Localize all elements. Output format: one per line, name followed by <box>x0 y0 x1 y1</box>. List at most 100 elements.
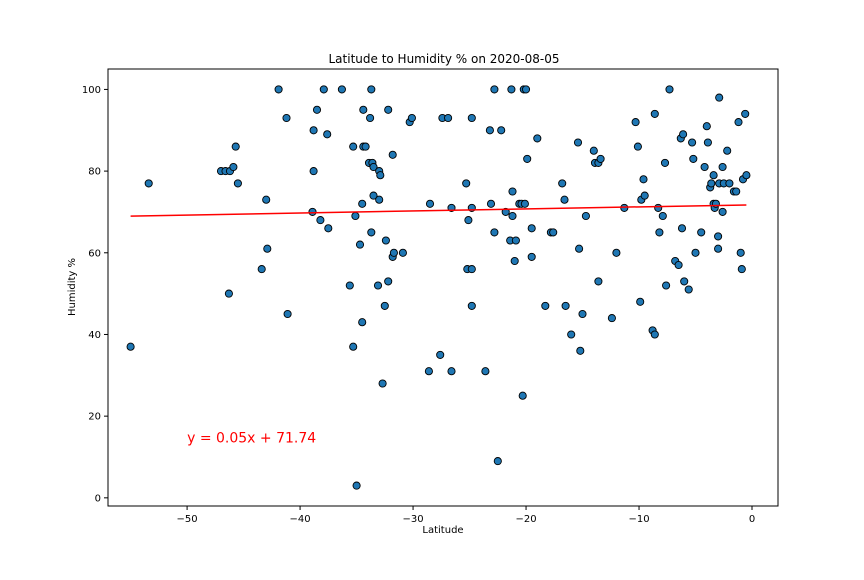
data-point <box>324 224 333 233</box>
data-point <box>631 118 640 127</box>
x-tick-label: −20 <box>515 514 536 525</box>
data-point <box>596 154 605 163</box>
data-point <box>533 134 542 143</box>
data-point <box>233 179 242 188</box>
data-point <box>358 199 367 208</box>
data-point <box>323 130 332 139</box>
data-point <box>511 236 520 245</box>
data-point <box>369 162 378 172</box>
data-point <box>689 154 698 163</box>
data-point <box>497 126 506 135</box>
data-point <box>283 309 292 319</box>
data-point <box>319 85 328 94</box>
data-point <box>660 158 670 167</box>
data-point <box>464 216 473 225</box>
data-point <box>501 207 510 216</box>
data-point <box>633 142 642 151</box>
data-point <box>714 232 723 241</box>
plot-frame <box>107 68 779 507</box>
data-point <box>508 187 517 196</box>
data-point <box>352 481 361 490</box>
data-point <box>709 171 718 180</box>
y-axis-label: Humidity % <box>67 258 78 316</box>
data-point <box>462 179 471 188</box>
data-point <box>527 224 536 233</box>
data-point <box>444 113 453 123</box>
data-point <box>424 367 433 376</box>
data-point <box>369 191 378 200</box>
data-point <box>594 277 603 286</box>
data-point <box>560 195 569 204</box>
data-point <box>688 138 697 147</box>
data-point <box>549 228 558 237</box>
data-point <box>224 289 233 298</box>
data-point <box>309 167 318 176</box>
data-point <box>703 138 712 147</box>
data-point <box>355 240 365 249</box>
data-point <box>510 256 519 266</box>
data-point <box>359 105 368 114</box>
y-tick-label: 40 <box>88 330 101 341</box>
data-point <box>490 85 499 94</box>
data-point <box>677 224 687 233</box>
y-tick-label: 100 <box>82 85 101 96</box>
data-point <box>257 265 266 274</box>
data-point <box>447 367 456 376</box>
data-point <box>612 248 621 257</box>
data-point <box>467 265 476 274</box>
data-point <box>658 211 667 221</box>
data-point <box>367 228 376 237</box>
data-point <box>541 301 550 310</box>
data-point <box>367 85 376 94</box>
data-point <box>518 391 527 400</box>
data-point <box>573 138 583 147</box>
data-point <box>702 122 711 131</box>
data-point <box>639 175 648 184</box>
data-point <box>126 342 135 351</box>
data-point <box>711 199 720 208</box>
data-point <box>737 265 746 274</box>
y-tick-label: 60 <box>88 248 101 259</box>
data-point <box>561 301 570 310</box>
data-point <box>725 179 734 188</box>
data-point <box>349 342 358 351</box>
y-axis: 0 20 40 60 80 100 <box>82 85 108 504</box>
data-point <box>485 126 494 135</box>
data-point <box>723 146 732 155</box>
x-tick-label: −10 <box>628 514 649 525</box>
data-point <box>366 113 375 123</box>
data-point <box>527 252 536 261</box>
data-point <box>679 130 688 139</box>
data-point <box>607 314 616 323</box>
x-tick-label: 0 <box>749 514 755 525</box>
data-point <box>312 105 322 114</box>
data-point <box>309 126 318 135</box>
x-axis-label: Latitude <box>422 525 463 536</box>
data-point <box>589 146 598 155</box>
data-point <box>493 457 502 466</box>
regression-equation: y = 0.05x + 71.74 <box>187 431 316 447</box>
data-point <box>381 236 390 245</box>
data-point <box>578 309 587 319</box>
data-point <box>662 281 671 290</box>
data-point <box>231 142 240 151</box>
data-point <box>715 93 724 102</box>
chart-title: Latitude to Humidity % on 2020-08-05 <box>328 52 559 66</box>
data-point <box>507 85 516 94</box>
data-point <box>361 142 370 151</box>
data-point <box>665 85 674 94</box>
data-point <box>650 330 659 339</box>
data-point <box>650 109 659 118</box>
data-point <box>358 318 367 327</box>
data-point <box>521 85 531 94</box>
data-point <box>718 162 727 172</box>
data-point <box>425 199 435 208</box>
data-point <box>654 203 663 212</box>
data-point <box>581 211 590 221</box>
data-point <box>384 277 393 286</box>
regression-line <box>130 204 747 217</box>
data-point <box>308 207 317 216</box>
data-point <box>481 367 490 376</box>
x-tick-label: −30 <box>403 514 424 525</box>
